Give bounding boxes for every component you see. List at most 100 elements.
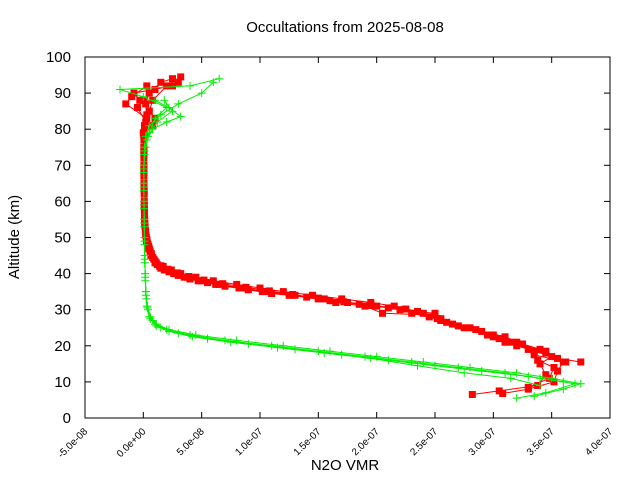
x-tick-label: -5.0e-08 bbox=[56, 426, 90, 460]
data-point-square bbox=[256, 284, 264, 292]
data-point-square bbox=[402, 305, 410, 313]
data-point-square bbox=[143, 111, 151, 119]
data-point-plus bbox=[536, 381, 544, 390]
data-point-square bbox=[185, 273, 193, 280]
data-point-plus bbox=[139, 92, 148, 101]
data-point-plus bbox=[168, 107, 177, 116]
data-point-square bbox=[454, 322, 462, 330]
data-point-square bbox=[145, 107, 153, 115]
data-point-square bbox=[157, 78, 165, 86]
data-point-plus bbox=[186, 81, 194, 90]
y-tick-label: 0 bbox=[63, 410, 71, 427]
data-point-plus bbox=[501, 368, 509, 377]
data-point-square bbox=[326, 297, 334, 305]
data-point-square bbox=[542, 371, 550, 379]
data-point-plus bbox=[139, 164, 148, 173]
data-point-plus bbox=[140, 219, 149, 228]
data-point-plus bbox=[454, 363, 463, 372]
data-point-square bbox=[577, 358, 585, 366]
data-point-square bbox=[177, 73, 185, 81]
x-tick-label: 0.0e+00 bbox=[115, 426, 149, 460]
data-point-plus bbox=[576, 379, 585, 388]
data-point-square bbox=[233, 280, 241, 288]
data-point-square bbox=[332, 299, 340, 306]
data-point-plus bbox=[413, 361, 422, 370]
x-tick-label: 5.0e-08 bbox=[175, 426, 207, 458]
chart-title: Occultations from 2025-08-08 bbox=[246, 19, 444, 36]
plot-frame bbox=[84, 56, 611, 419]
data-point-plus bbox=[506, 374, 515, 383]
data-point-square bbox=[209, 277, 217, 285]
data-point-square bbox=[200, 276, 208, 284]
data-point-square bbox=[145, 243, 153, 250]
data-point-plus bbox=[140, 201, 148, 209]
series-0 bbox=[122, 73, 585, 398]
data-point-square bbox=[122, 100, 130, 108]
data-point-square bbox=[550, 364, 558, 371]
data-point-plus bbox=[143, 303, 152, 312]
data-point-plus bbox=[361, 352, 369, 361]
data-point-plus bbox=[165, 103, 173, 112]
data-point-square bbox=[145, 89, 153, 97]
series-0-profile-2-line bbox=[125, 85, 555, 388]
data-point-square bbox=[180, 273, 188, 281]
data-point-square bbox=[501, 338, 509, 346]
data-point-square bbox=[130, 89, 138, 97]
data-point-square bbox=[289, 291, 297, 298]
series-1 bbox=[116, 74, 585, 403]
data-point-square bbox=[279, 288, 287, 296]
data-point-square bbox=[419, 309, 427, 317]
data-point-square bbox=[554, 354, 561, 362]
data-point-plus bbox=[477, 367, 486, 376]
data-point-square bbox=[384, 304, 392, 312]
y-tick-label: 50 bbox=[54, 230, 71, 247]
data-point-square bbox=[548, 353, 556, 361]
data-point-plus bbox=[153, 118, 162, 126]
data-point-plus bbox=[165, 327, 173, 336]
data-point-plus bbox=[140, 146, 149, 155]
data-point-square bbox=[174, 78, 182, 86]
data-point-square bbox=[472, 326, 480, 334]
data-point-square bbox=[314, 294, 322, 302]
data-point-plus bbox=[146, 314, 155, 323]
x-tick-label: 3.5e-07 bbox=[525, 426, 557, 458]
data-point-square bbox=[507, 338, 515, 346]
data-point-plus bbox=[267, 341, 276, 350]
data-point-plus bbox=[141, 273, 150, 282]
data-point-square bbox=[309, 291, 316, 299]
data-point-square bbox=[157, 262, 165, 270]
axis-ticks: 0 10 20 30 40 50 60 70 80 90 100 -5.0e-08 0.0e+00 5.0… bbox=[46, 49, 615, 460]
data-point-square bbox=[534, 356, 542, 364]
data-point-plus bbox=[151, 96, 159, 105]
x-tick-label: 1.0e-07 bbox=[233, 426, 265, 458]
data-point-square bbox=[212, 280, 220, 288]
x-tick-label: 3.0e-07 bbox=[467, 426, 499, 458]
data-point-square bbox=[147, 250, 155, 258]
data-point-square bbox=[501, 333, 509, 341]
data-point-square bbox=[173, 269, 181, 277]
data-point-square bbox=[379, 309, 386, 317]
data-point-square bbox=[141, 122, 148, 130]
data-point-plus bbox=[512, 394, 521, 403]
data-point-square bbox=[530, 351, 538, 359]
data-point-square bbox=[414, 308, 421, 315]
data-point-square bbox=[235, 284, 243, 292]
series-0-profile-1-line bbox=[136, 81, 565, 394]
series-0-profile-3-line bbox=[143, 76, 566, 363]
data-point-square bbox=[134, 104, 141, 111]
series-1-profile-1-line bbox=[119, 78, 581, 397]
data-point-plus bbox=[226, 338, 235, 347]
data-point-square bbox=[142, 228, 150, 236]
x-tick-label: 2.5e-07 bbox=[408, 426, 440, 458]
data-point-plus bbox=[314, 347, 323, 356]
y-axis-label: Altitude (km) bbox=[6, 195, 23, 279]
data-point-plus bbox=[384, 356, 393, 365]
x-tick-label: 1.5e-07 bbox=[292, 426, 324, 458]
data-point-square bbox=[140, 131, 148, 139]
data-point-plus bbox=[547, 374, 556, 383]
y-tick-label: 90 bbox=[54, 85, 71, 102]
y-tick-label: 30 bbox=[54, 302, 71, 319]
y-tick-label: 40 bbox=[54, 266, 71, 283]
data-point-square bbox=[219, 280, 227, 288]
